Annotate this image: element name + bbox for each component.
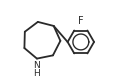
Text: N
H: N H	[33, 61, 40, 78]
Text: F: F	[77, 17, 83, 26]
